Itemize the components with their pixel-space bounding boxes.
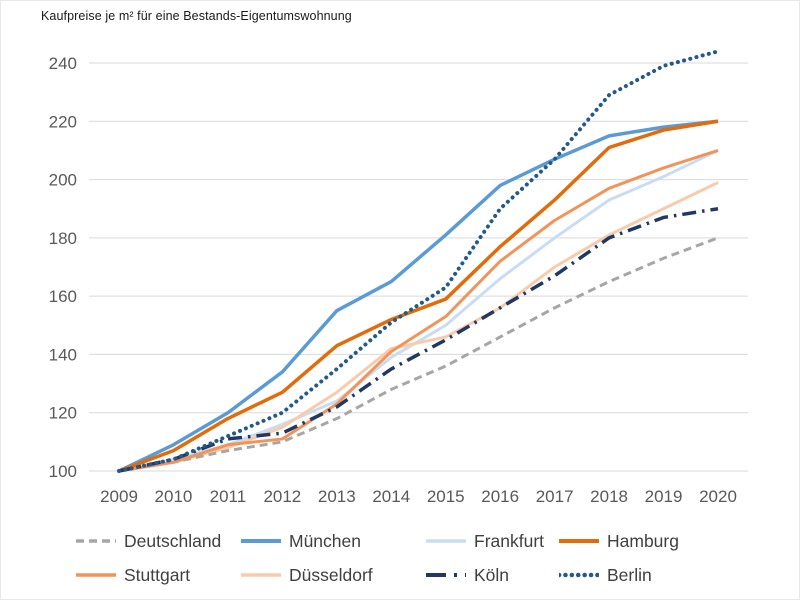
legend-item-frankfurt: Frankfurt bbox=[426, 528, 559, 554]
series-line-deutschland bbox=[118, 236, 719, 473]
legend-marker-stuttgart-icon bbox=[76, 573, 116, 577]
legend-marker-muenchen-icon bbox=[241, 539, 281, 543]
legend-label: Düsseldorf bbox=[289, 564, 373, 585]
x-tick-label: 2019 bbox=[645, 487, 683, 506]
legend-marker-duesseldorf-icon bbox=[241, 573, 281, 577]
series-line-hamburg bbox=[118, 119, 719, 473]
legend-label: Berlin bbox=[607, 564, 652, 585]
y-tick-label: 160 bbox=[49, 287, 77, 306]
legend-marker-hamburg-icon bbox=[559, 539, 599, 543]
legend-item-berlin: Berlin bbox=[559, 562, 679, 588]
legend-item-deutschland: Deutschland bbox=[76, 528, 241, 554]
legend-item-koeln: Köln bbox=[426, 562, 559, 588]
legend-label: Frankfurt bbox=[474, 530, 545, 551]
chart-title: Kaufpreise je m² für eine Bestands-Eigen… bbox=[41, 9, 352, 23]
legend-marker-koeln-icon bbox=[426, 573, 466, 577]
x-tick-label: 2020 bbox=[699, 487, 737, 506]
series-line-duesseldorf bbox=[118, 181, 719, 473]
legend-label: München bbox=[289, 530, 361, 551]
y-tick-label: 180 bbox=[49, 229, 77, 248]
legend-label: Köln bbox=[474, 564, 510, 585]
x-tick-label: 2017 bbox=[536, 487, 574, 506]
y-tick-label: 140 bbox=[49, 345, 77, 364]
chart-legend: Deutschland München Frankfurt Hamburg Stuttg… bbox=[76, 528, 679, 588]
x-tick-label: 2018 bbox=[590, 487, 628, 506]
x-tick-label: 2010 bbox=[155, 487, 193, 506]
legend-label: Stuttgart bbox=[124, 564, 191, 585]
legend-label: Hamburg bbox=[607, 530, 679, 551]
series-line-stuttgart bbox=[118, 149, 719, 473]
x-tick-label: 2013 bbox=[318, 487, 356, 506]
legend-marker-deutschland-icon bbox=[76, 539, 116, 543]
series-line-muenchen bbox=[118, 119, 719, 473]
legend-marker-frankfurt-icon bbox=[426, 539, 466, 543]
series-line-koeln bbox=[118, 206, 719, 473]
legend-item-stuttgart: Stuttgart bbox=[76, 562, 241, 588]
x-tick-label: 2014 bbox=[372, 487, 410, 506]
x-tick-label: 2009 bbox=[100, 487, 138, 506]
legend-label: Deutschland bbox=[124, 530, 222, 551]
legend-marker-berlin-icon bbox=[559, 572, 599, 578]
series-line-berlin bbox=[117, 49, 720, 473]
x-tick-label: 2016 bbox=[481, 487, 519, 506]
x-tick-label: 2011 bbox=[210, 487, 247, 506]
y-tick-label: 220 bbox=[49, 112, 77, 131]
legend-item-hamburg: Hamburg bbox=[559, 528, 679, 554]
y-tick-label: 200 bbox=[49, 171, 77, 190]
legend-item-muenchen: München bbox=[241, 528, 426, 554]
y-tick-label: 120 bbox=[49, 404, 77, 423]
x-tick-label: 2015 bbox=[427, 487, 465, 506]
y-tick-label: 240 bbox=[49, 54, 77, 73]
y-tick-label: 100 bbox=[49, 462, 77, 481]
legend-item-duesseldorf: Düsseldorf bbox=[241, 562, 426, 588]
x-tick-label: 2012 bbox=[263, 487, 301, 506]
